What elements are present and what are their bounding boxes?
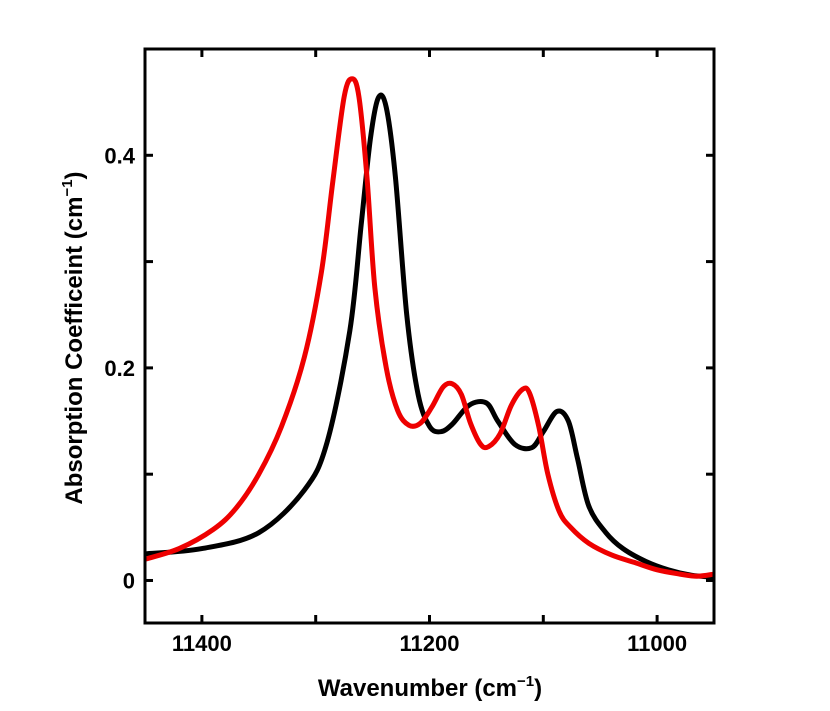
x-axis-title-text: Wavenumber (cm bbox=[318, 675, 517, 702]
y-axis-title: Absorption Coefficeint (cm−1) bbox=[59, 171, 88, 504]
x-tick-label: 11200 bbox=[400, 631, 460, 656]
y-tick-label: 0 bbox=[123, 568, 135, 593]
x-axis-title-sup: −1 bbox=[517, 673, 534, 690]
series-line-red bbox=[145, 76, 714, 579]
x-axis-title-close: ) bbox=[534, 675, 542, 702]
series-line-black bbox=[145, 92, 714, 580]
y-tick-label: 0.2 bbox=[104, 356, 135, 381]
plot-frame bbox=[143, 47, 716, 625]
x-tick-label: 11400 bbox=[172, 631, 232, 656]
y-axis-title-close: ) bbox=[61, 171, 88, 179]
y-axis-title-text: Absorption Coefficeint (cm bbox=[61, 197, 88, 505]
series-layer bbox=[145, 76, 714, 580]
tick-layer: 11400 11200 11000 0 0.2 0.4 bbox=[104, 49, 714, 656]
x-axis-title: Wavenumber (cm−1) bbox=[318, 673, 542, 702]
x-tick-label: 11000 bbox=[627, 631, 687, 656]
y-axis-title-sup: −1 bbox=[59, 179, 76, 196]
y-tick-label: 0.4 bbox=[104, 143, 135, 168]
